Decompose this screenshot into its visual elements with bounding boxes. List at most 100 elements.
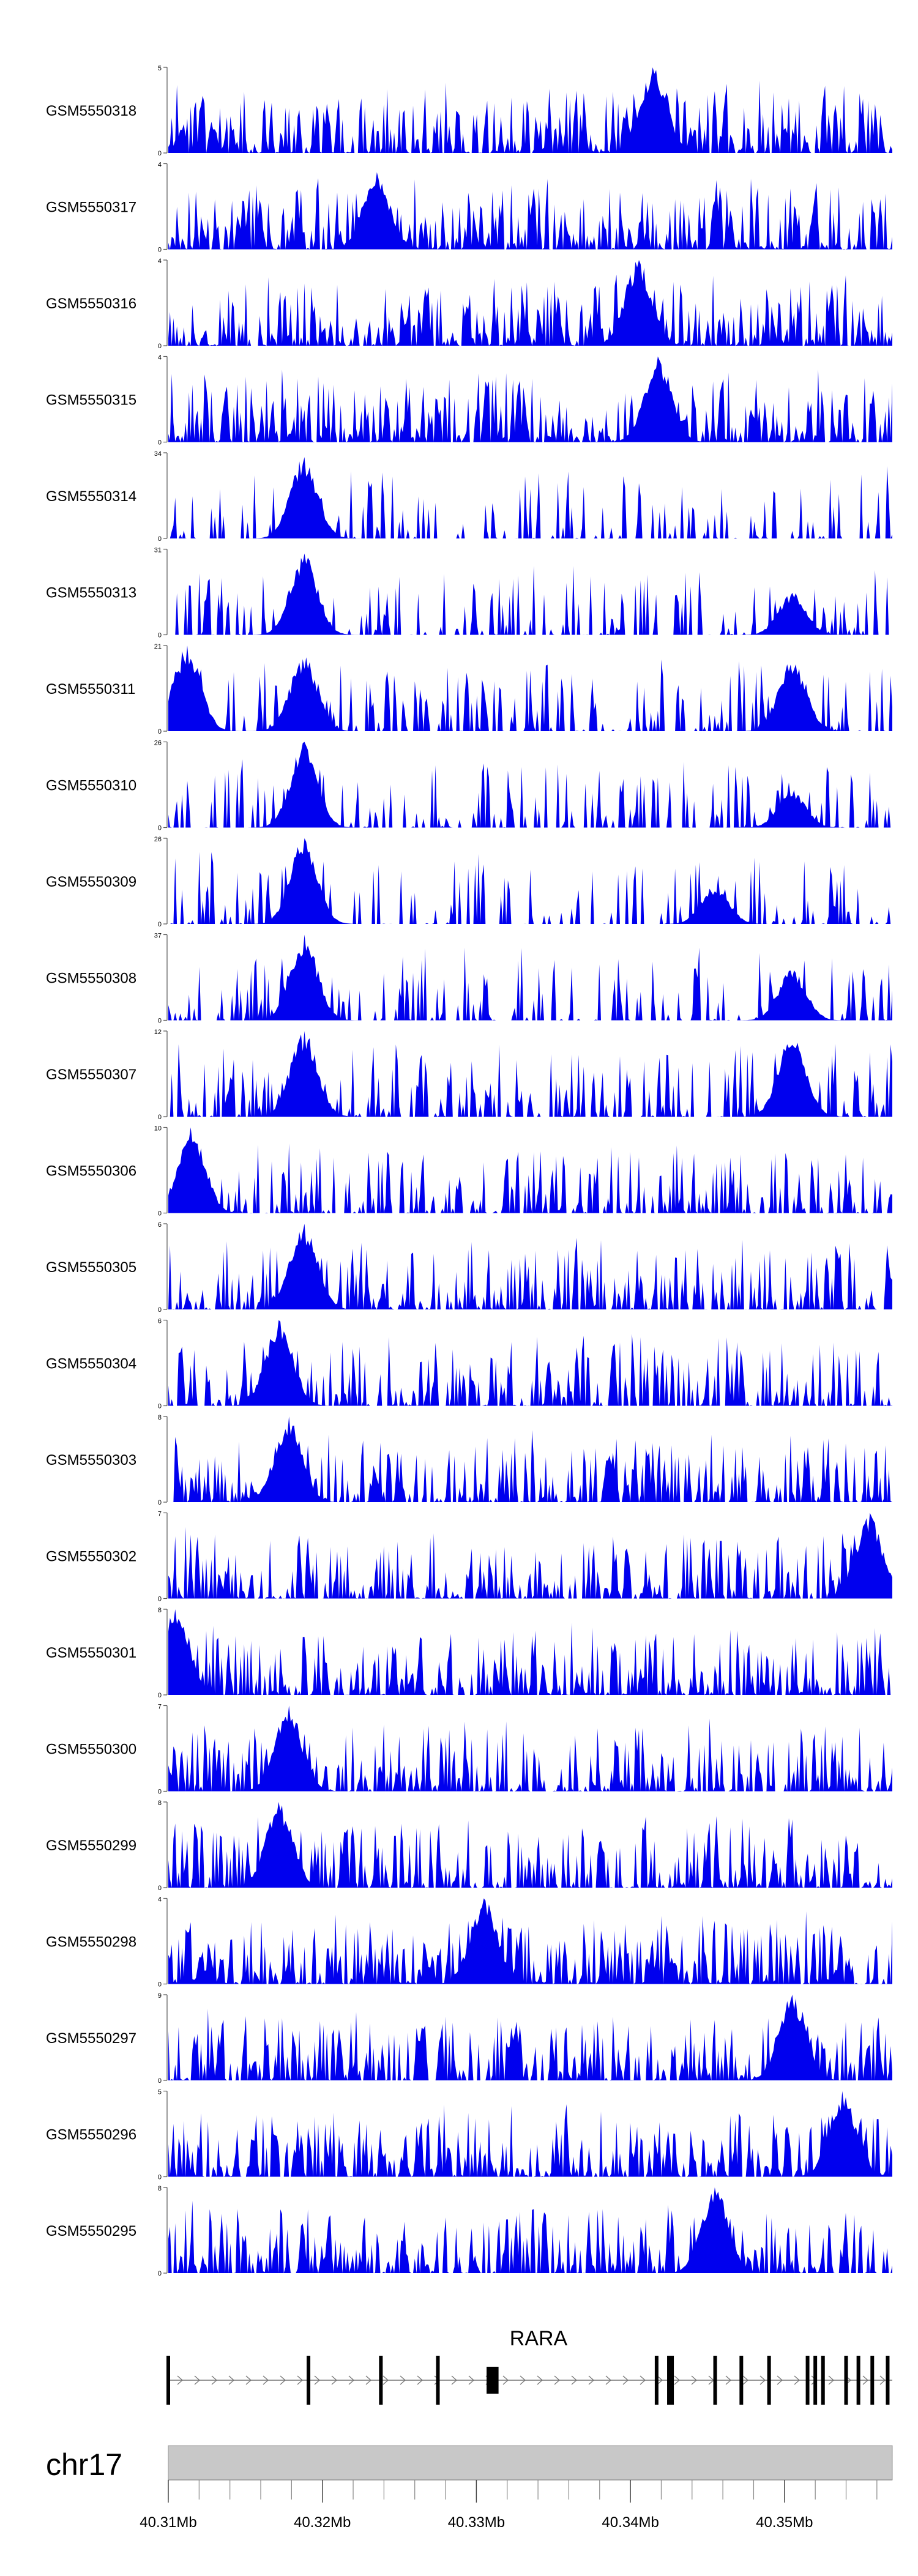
coverage-track: GSM5550308 37 0	[46, 932, 892, 1025]
y-axis-max-label: 26	[154, 836, 162, 843]
strand-arrow	[382, 2375, 389, 2385]
coverage-area	[168, 2091, 892, 2177]
strand-arrow	[742, 2375, 748, 2385]
strand-arrow	[228, 2375, 234, 2385]
y-axis-min-label: 0	[158, 728, 162, 735]
strand-arrow	[177, 2375, 183, 2385]
exon-block	[654, 2356, 659, 2405]
coverage-track: GSM5550295 8 0	[46, 2185, 892, 2277]
coverage-tracks: GSM555031850GSM555031740GSM555031640GSM5…	[46, 65, 892, 2277]
y-axis-min-label: 0	[158, 1210, 162, 1218]
y-axis-max-label: 8	[158, 2185, 162, 2192]
exon-block	[307, 2356, 311, 2405]
coverage-track: GSM5550314 34 0	[46, 450, 892, 543]
strand-arrow	[759, 2375, 766, 2385]
y-axis-max-label: 8	[158, 1607, 162, 1614]
y-axis-max-label: 4	[158, 1896, 162, 1904]
gene-name-label: RARA	[510, 2327, 568, 2350]
coverage-area	[168, 1898, 892, 1984]
strand-arrow	[297, 2375, 303, 2385]
track-sample-label: GSM5550300	[46, 1741, 136, 1758]
track-sample-label: GSM5550309	[46, 874, 136, 890]
coverage-area	[168, 260, 892, 346]
strand-arrow	[365, 2375, 371, 2385]
x-axis-tick-label: 40.31Mb	[140, 2514, 196, 2531]
strand-arrow	[657, 2375, 663, 2385]
y-axis-max-label: 8	[158, 1800, 162, 1807]
y-axis-max-label: 31	[154, 547, 162, 554]
track-sample-label: GSM5550295	[46, 2223, 136, 2239]
exon-block	[491, 2367, 499, 2394]
x-axis-tick-label: 40.32Mb	[294, 2514, 351, 2531]
strand-arrow	[622, 2375, 629, 2385]
strand-arrow	[828, 2375, 834, 2385]
y-axis-max-label: 37	[154, 932, 162, 940]
coverage-track: GSM5550298 4 0	[46, 1896, 892, 1989]
y-axis-min-label: 0	[158, 535, 162, 543]
exon-block	[886, 2356, 890, 2405]
y-axis-max-label: 5	[158, 2089, 162, 2096]
track-sample-label: GSM5550305	[46, 1259, 136, 1276]
track-sample-label: GSM5550301	[46, 1645, 136, 1661]
exon-block	[805, 2356, 810, 2405]
y-axis-min-label: 0	[158, 921, 162, 928]
coverage-area	[168, 1513, 892, 1599]
coverage-area	[168, 1127, 892, 1213]
strand-arrow	[879, 2375, 886, 2385]
coverage-track: GSM5550311 21 0	[46, 643, 892, 735]
y-axis-max-label: 21	[154, 643, 162, 650]
y-axis-max-label: 4	[158, 162, 162, 169]
y-axis-max-label: 7	[158, 1703, 162, 1711]
track-sample-label: GSM5550299	[46, 1837, 136, 1854]
coverage-area	[168, 1031, 892, 1117]
y-axis-min-label: 0	[158, 2270, 162, 2277]
y-axis-min-label: 0	[158, 632, 162, 639]
coverage-area	[168, 172, 892, 250]
coverage-area	[168, 646, 892, 731]
strand-arrow	[348, 2375, 354, 2385]
coverage-area	[168, 838, 892, 924]
exon-block	[166, 2356, 170, 2405]
coverage-area	[168, 457, 892, 538]
coverage-area	[168, 1416, 892, 1502]
coverage-area	[168, 1995, 892, 2080]
strand-arrow	[211, 2375, 217, 2385]
strand-arrow	[314, 2375, 320, 2385]
y-axis-min-label: 0	[158, 1596, 162, 1603]
strand-arrow	[520, 2375, 526, 2385]
coverage-track: GSM5550310 26 0	[46, 740, 892, 832]
strand-arrow	[400, 2375, 406, 2385]
exon-block	[813, 2356, 818, 2405]
coverage-track: GSM5550302 7 0	[46, 1511, 892, 1603]
y-axis-max-label: 9	[158, 1992, 162, 2000]
track-sample-label: GSM5550318	[46, 103, 136, 119]
coverage-track: GSM5550307 12 0	[46, 1029, 892, 1121]
strand-arrow	[640, 2375, 646, 2385]
track-sample-label: GSM5550296	[46, 2127, 136, 2143]
y-axis-min-label: 0	[158, 1403, 162, 1410]
strand-arrow	[331, 2375, 337, 2385]
strand-arrow	[537, 2375, 543, 2385]
coverage-area	[168, 67, 892, 153]
coverage-area	[168, 1609, 892, 1695]
exon-block	[713, 2356, 717, 2405]
y-axis-max-label: 4	[158, 258, 162, 265]
track-sample-label: GSM5550298	[46, 1934, 136, 1951]
track-sample-label: GSM5550316	[46, 296, 136, 312]
y-axis-min-label: 0	[158, 1981, 162, 1989]
track-sample-label: GSM5550302	[46, 1549, 136, 1565]
strand-arrow	[502, 2375, 509, 2385]
exon-block	[379, 2356, 383, 2405]
strand-arrow	[862, 2375, 868, 2385]
strand-arrow	[605, 2375, 611, 2385]
coverage-track: GSM5550297 9 0	[46, 1992, 892, 2085]
track-sample-label: GSM5550304	[46, 1356, 136, 1372]
track-sample-label: GSM5550311	[46, 681, 135, 698]
y-axis-min-label: 0	[158, 1789, 162, 1796]
coverage-area	[168, 934, 892, 1021]
y-axis-min-label: 0	[158, 1499, 162, 1506]
coverage-area	[168, 1705, 892, 1792]
coverage-track: GSM5550318 5 0	[46, 65, 892, 157]
y-axis-max-label: 5	[158, 65, 162, 72]
